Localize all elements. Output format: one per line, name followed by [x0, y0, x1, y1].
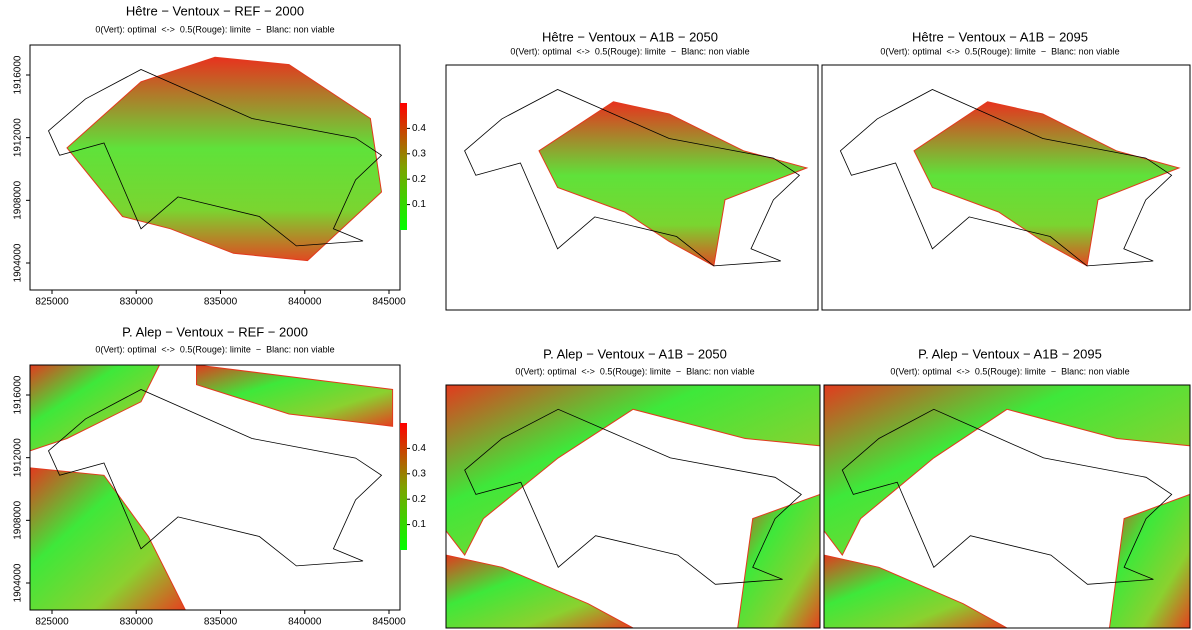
- y-tick-label: 1908000: [13, 180, 24, 219]
- habitat-raster: [197, 365, 393, 426]
- y-tick-label: 1916000: [13, 55, 24, 94]
- panel-subtitle: 0(Vert): optimal <-> 0.5(Rouge): limite …: [880, 46, 1119, 56]
- colorbar-label: 0.2: [412, 494, 426, 505]
- colorbar: [400, 423, 407, 550]
- map-figure: Hêtre − Ventoux − REF − 2000 0(Vert): opt…: [0, 0, 1192, 630]
- x-tick-label: 845000: [372, 297, 406, 308]
- y-tick-label: 1904000: [13, 243, 24, 282]
- colorbar-label: 0.4: [412, 443, 426, 454]
- habitat-raster: [446, 555, 633, 628]
- panel-title: P. Alep − Ventoux − A1B − 2050: [543, 346, 727, 361]
- panel-title: Hêtre − Ventoux − A1B − 2050: [542, 29, 718, 44]
- colorbar: [400, 103, 407, 230]
- panel-subtitle: 0(Vert): optimal <-> 0.5(Rouge): limite …: [95, 24, 334, 34]
- x-tick-label: 830000: [120, 617, 154, 628]
- colorbar-label: 0.4: [412, 123, 426, 134]
- panel-title: Hêtre − Ventoux − REF − 2000: [126, 3, 304, 18]
- x-tick-label: 835000: [204, 617, 238, 628]
- habitat-raster: [67, 57, 382, 260]
- colorbar-label: 0.3: [412, 468, 426, 479]
- colorbar-label: 0.1: [412, 519, 426, 530]
- habitat-raster: [539, 102, 807, 266]
- x-tick-label: 845000: [372, 617, 406, 628]
- colorbar-label: 0.1: [412, 199, 426, 210]
- y-tick-label: 1908000: [13, 500, 24, 539]
- habitat-raster: [914, 102, 1179, 266]
- y-tick-label: 1912000: [13, 118, 24, 157]
- panel-subtitle: 0(Vert): optimal <-> 0.5(Rouge): limite …: [510, 46, 749, 56]
- colorbar-label: 0.2: [412, 174, 426, 185]
- panel-subtitle: 0(Vert): optimal <-> 0.5(Rouge): limite …: [95, 344, 334, 354]
- x-tick-label: 840000: [288, 617, 322, 628]
- panel-title: P. Alep − Ventoux − REF − 2000: [122, 324, 308, 339]
- habitat-raster: [824, 555, 1007, 628]
- y-tick-label: 1916000: [13, 375, 24, 414]
- panel-title: P. Alep − Ventoux − A1B − 2095: [918, 346, 1102, 361]
- x-tick-label: 825000: [35, 617, 69, 628]
- y-tick-label: 1912000: [13, 438, 24, 477]
- x-tick-label: 835000: [204, 297, 238, 308]
- x-tick-label: 840000: [288, 297, 322, 308]
- panel-subtitle: 0(Vert): optimal <-> 0.5(Rouge): limite …: [515, 366, 754, 376]
- panel-subtitle: 0(Vert): optimal <-> 0.5(Rouge): limite …: [890, 366, 1129, 376]
- x-tick-label: 830000: [120, 297, 154, 308]
- colorbar-label: 0.3: [412, 148, 426, 159]
- y-tick-label: 1904000: [13, 563, 24, 602]
- panel-title: Hêtre − Ventoux − A1B − 2095: [912, 29, 1088, 44]
- x-tick-label: 825000: [35, 297, 69, 308]
